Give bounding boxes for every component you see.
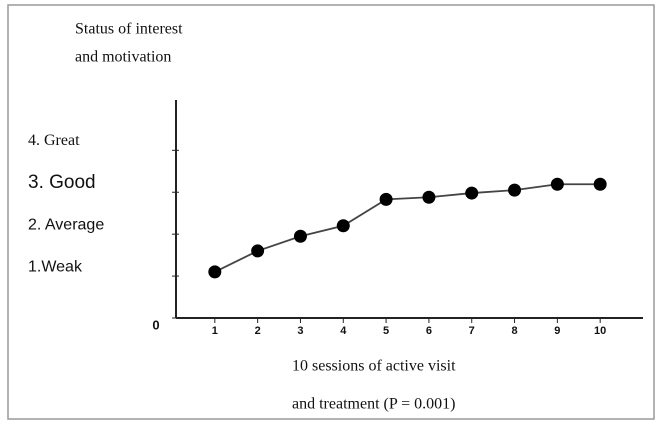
y-tick-label: 4. Great xyxy=(28,132,80,149)
frame xyxy=(7,4,655,420)
y-tick-label: 1.Weak xyxy=(28,258,83,275)
point xyxy=(422,190,436,204)
x-tick-label: 2 xyxy=(255,325,261,337)
x-tick-label: 6 xyxy=(426,325,432,337)
y-axis-title: Status of interest xyxy=(75,21,183,38)
x-tick-label: 8 xyxy=(511,325,517,337)
y-tick-label: 3. Good xyxy=(28,172,96,193)
point xyxy=(251,244,265,258)
point xyxy=(465,186,479,200)
point xyxy=(379,192,393,206)
x-tick-label: 5 xyxy=(383,325,389,337)
x-tick-label: 4 xyxy=(340,325,347,337)
y-axis-title: and motivation xyxy=(75,49,171,66)
point xyxy=(336,219,350,233)
y-tick-label: 2. Average xyxy=(28,216,104,233)
x-axis-title: 10 sessions of active visit xyxy=(292,358,456,375)
point xyxy=(593,177,607,191)
x-tick-label: 10 xyxy=(594,325,606,337)
x-tick-label: 3 xyxy=(297,325,303,337)
y-tick-label: 0 xyxy=(152,317,159,332)
point xyxy=(208,265,222,279)
x-axis-title: and treatment (P = 0.001) xyxy=(292,396,456,413)
x-tick-label: 9 xyxy=(554,325,560,337)
point xyxy=(550,177,564,191)
x-tick-label: 7 xyxy=(469,325,475,337)
point xyxy=(508,183,522,197)
point xyxy=(293,229,307,243)
line xyxy=(214,183,601,273)
x-tick-label: 1 xyxy=(212,325,218,337)
